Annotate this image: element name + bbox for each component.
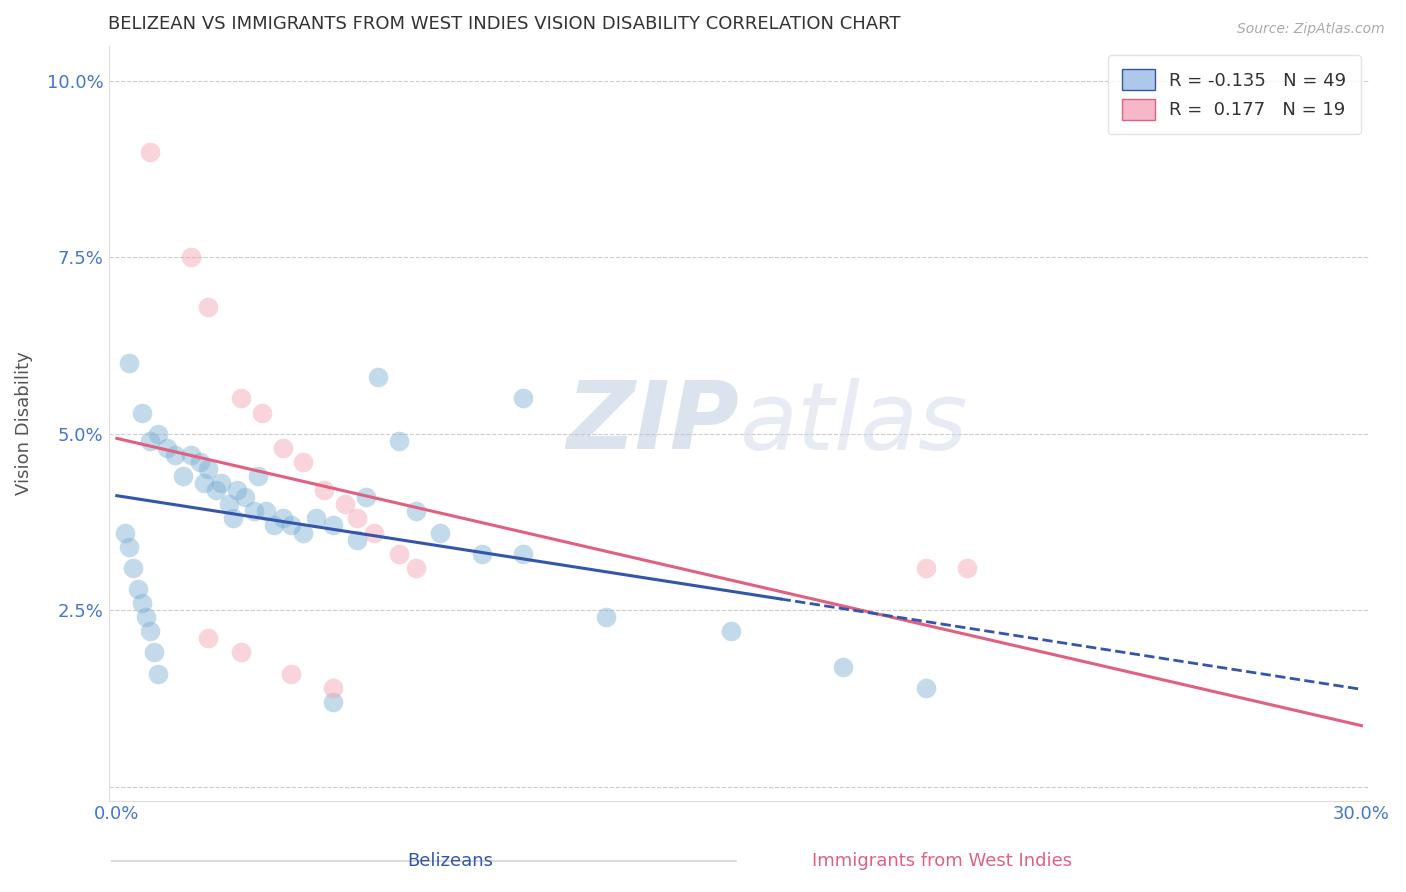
Text: Belizeans: Belizeans [406, 852, 494, 870]
Point [180, 448, 202, 462]
Point [222, 511, 245, 525]
Point [956, 561, 979, 575]
Point [135, 610, 157, 624]
Point [405, 504, 427, 518]
Point [242, 504, 264, 518]
Point [322, 695, 344, 709]
Point [595, 610, 617, 624]
Point [209, 476, 232, 491]
Point [305, 511, 328, 525]
Point [354, 490, 377, 504]
Point [139, 624, 162, 639]
Point [363, 525, 385, 540]
Point [131, 406, 153, 420]
Point [322, 681, 344, 695]
Point [188, 455, 211, 469]
Point [197, 300, 219, 314]
Point [720, 624, 742, 639]
Point [226, 483, 249, 498]
Point [322, 518, 344, 533]
Point [333, 497, 356, 511]
Point [914, 561, 936, 575]
Point [122, 561, 145, 575]
Point [388, 434, 411, 448]
Point [143, 645, 166, 659]
Point [914, 681, 936, 695]
Point [131, 596, 153, 610]
Text: Source: ZipAtlas.com: Source: ZipAtlas.com [1237, 22, 1385, 37]
Y-axis label: Vision Disability: Vision Disability [15, 351, 32, 495]
Point [512, 547, 534, 561]
Point [235, 490, 257, 504]
Point [148, 426, 170, 441]
Point [197, 462, 219, 476]
Point [231, 392, 253, 406]
Point [155, 441, 177, 455]
Text: BELIZEAN VS IMMIGRANTS FROM WEST INDIES VISION DISABILITY CORRELATION CHART: BELIZEAN VS IMMIGRANTS FROM WEST INDIES … [108, 15, 901, 33]
Point [271, 511, 294, 525]
Point [429, 525, 451, 540]
Text: ZIP: ZIP [567, 377, 740, 469]
Point [180, 250, 202, 264]
Point [512, 392, 534, 406]
Point [292, 455, 315, 469]
Point [346, 533, 368, 547]
Point [127, 582, 149, 596]
Point [231, 645, 253, 659]
Point [172, 469, 194, 483]
Point [314, 483, 336, 498]
Point [118, 540, 141, 554]
Point [405, 561, 427, 575]
Point [271, 441, 294, 455]
Text: Immigrants from West Indies: Immigrants from West Indies [811, 852, 1073, 870]
Point [139, 434, 162, 448]
Point [367, 370, 389, 384]
Point [471, 547, 494, 561]
Point [280, 518, 302, 533]
Point [263, 518, 285, 533]
Point [193, 476, 215, 491]
Point [197, 632, 219, 646]
Text: atlas: atlas [740, 377, 967, 468]
Point [346, 511, 368, 525]
Point [218, 497, 240, 511]
Point [246, 469, 269, 483]
Legend: R = -0.135   N = 49, R =  0.177   N = 19: R = -0.135 N = 49, R = 0.177 N = 19 [1108, 54, 1361, 135]
Point [388, 547, 411, 561]
Point [118, 356, 141, 370]
Point [250, 406, 273, 420]
Point [205, 483, 228, 498]
Point [114, 525, 136, 540]
Point [139, 145, 162, 159]
Point [292, 525, 315, 540]
Point [280, 666, 302, 681]
Point [148, 666, 170, 681]
Point [831, 659, 853, 673]
Point [254, 504, 277, 518]
Point [163, 448, 186, 462]
